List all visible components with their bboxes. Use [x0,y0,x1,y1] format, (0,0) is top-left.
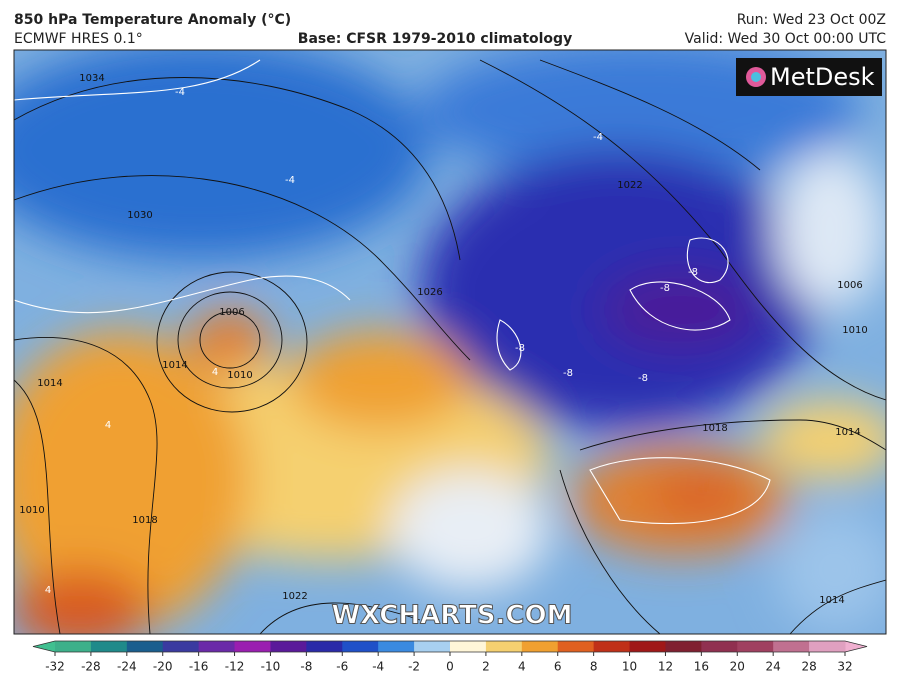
colorbar: -32 -28 -24 -20 -16 -12 -10 -8 -6 -4 -2 0 2 4 6 8 10 12 16… [32,640,868,674]
isobar-label: 1014 [162,360,187,371]
isobar-label: 1018 [132,515,157,526]
anomaly-label: -8 [638,373,648,384]
colorbar-tick-label: -28 [81,660,101,674]
colorbar-tick-label: -20 [153,660,173,674]
anomaly-label: -4 [593,132,603,143]
anomaly-label: -8 [688,267,698,278]
run: Run: Wed 23 Oct 00Z [737,12,886,28]
colorbar-tick-label: 2 [482,660,490,674]
isobar-label: 1022 [282,591,307,602]
colorbar-segment [629,641,666,652]
colorbar-tick-label: 32 [837,660,852,674]
isobar-label: 1018 [702,423,727,434]
colorbar-tick-label: -32 [45,660,65,674]
colorbar-tick-label: -6 [336,660,348,674]
isobar-label: 1026 [417,287,442,298]
colorbar-segment [557,641,595,652]
colorbar-over [845,641,867,652]
colorbar-segment [234,641,271,652]
anomaly-label: -4 [175,87,185,98]
colorbar-segment [737,641,774,652]
anomaly-label: 4 [105,420,111,431]
anomaly-label: -8 [563,368,573,379]
colorbar-tick-label: -24 [117,660,137,674]
title: 850 hPa Temperature Anomaly (°C) [14,12,291,28]
isobar-label: 1014 [835,427,860,438]
isobar-label: 1030 [127,210,152,221]
colorbar-segment [162,641,200,652]
colorbar-tick-label: 28 [801,660,816,674]
colorbar-tick-label: -2 [408,660,420,674]
isobar-label: 1010 [19,505,44,516]
isobar-label: 1006 [837,280,862,291]
colorbar-segment [450,641,487,652]
isobar-label: 1010 [842,325,867,336]
isobar-label: 1014 [819,595,844,606]
anomaly-label: 4 [212,367,218,378]
colorbar-segment [701,641,738,652]
colorbar-tick-label: 16 [694,660,709,674]
colorbar-segment [809,641,846,652]
model: ECMWF HRES 0.1° [14,31,143,47]
colorbar-tick-label: 4 [518,660,526,674]
colorbar-tick-label: 6 [554,660,562,674]
colorbar-tick-label: -12 [225,660,245,674]
colorbar-tick-label: -4 [372,660,384,674]
base: Base: CFSR 1979-2010 climatology [298,31,572,47]
anomaly-label: -4 [285,175,295,186]
isobar-label: 1006 [219,307,244,318]
colorbar-segment [665,641,702,652]
colorbar-tick-label: 0 [446,660,454,674]
colorbar-tick-label: -16 [189,660,209,674]
isobar-label: 1022 [617,180,642,191]
colorbar-segment [521,641,559,652]
colorbar-segment [485,641,523,652]
isobar-label: 1010 [227,370,252,381]
anomaly-label: 4 [45,585,51,596]
colorbar-segment [198,641,236,652]
isobar-label: 1014 [37,378,62,389]
map-frame [13,49,887,635]
valid: Valid: Wed 30 Oct 00:00 UTC [685,31,887,47]
colorbar-segment [90,641,128,652]
colorbar-tick-label: 24 [766,660,781,674]
colorbar-tick-label: 8 [590,660,598,674]
colorbar-tick-label: 12 [658,660,673,674]
colorbar-segment [342,641,379,652]
anomaly-label: -8 [660,283,670,294]
colorbar-under [33,641,55,652]
isobar-label: 1034 [79,73,104,84]
colorbar-segment [55,641,92,652]
map: 1034 1030 1006 1010 1014 1014 1010 1018 1026 1022… [14,50,886,634]
colorbar-tick-label: 20 [730,660,745,674]
colorbar-tick-label: -8 [300,660,312,674]
colorbar-segment [414,641,451,652]
colorbar-tick-label: -10 [261,660,281,674]
watermark: WXCHARTS.COM [331,601,572,631]
logo: MetDesk [770,63,875,91]
colorbar-segment [378,641,415,652]
colorbar-segment [270,641,307,652]
colorbar-segment [306,641,343,652]
colorbar-segment [126,641,164,652]
colorbar-segment [773,641,810,652]
anomaly-label: -8 [515,343,525,354]
colorbar-tick-label: 10 [622,660,637,674]
colorbar-segment [593,641,631,652]
